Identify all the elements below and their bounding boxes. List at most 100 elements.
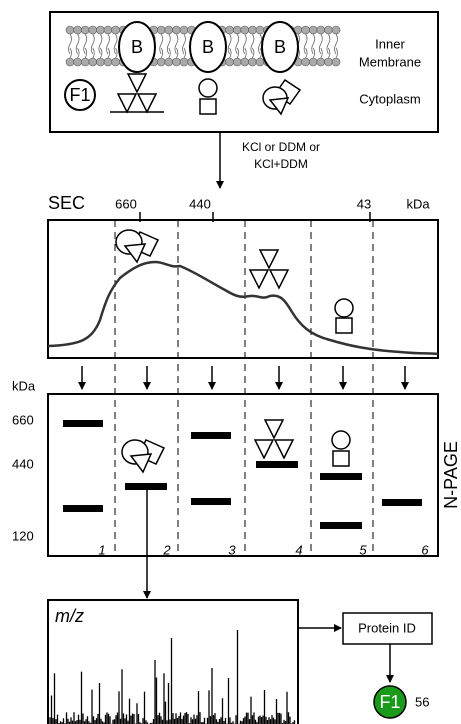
membrane-label: Inner <box>375 36 405 51</box>
b-oval <box>118 21 156 73</box>
gel-box <box>47 393 439 557</box>
f1-label: F1 <box>69 85 90 105</box>
lipid-head <box>73 57 82 67</box>
trimer <box>116 73 158 114</box>
complexes <box>110 73 302 116</box>
band <box>191 432 231 439</box>
lane-label: 3 <box>228 542 236 557</box>
lipid-head <box>88 25 98 35</box>
sec-title: SEC <box>48 193 85 213</box>
lipid-head <box>103 57 113 67</box>
result-label: F1 <box>379 692 400 712</box>
lipid-head <box>225 57 234 67</box>
npage-marker: 660 <box>12 412 34 427</box>
sec-trace <box>47 260 439 356</box>
lipid-head <box>156 57 166 67</box>
lipid-head <box>255 57 265 67</box>
npage-marker: 440 <box>12 456 34 471</box>
band <box>382 499 422 506</box>
b-oval <box>189 21 227 73</box>
lipid-head <box>316 57 326 67</box>
npage-marker: 120 <box>12 528 34 543</box>
sec-marker: 660 <box>115 196 137 211</box>
circle-subunit <box>198 78 218 98</box>
lipid-head <box>324 57 333 67</box>
lipid-head <box>156 25 166 35</box>
b-oval <box>261 21 299 73</box>
lipid-head <box>324 25 333 35</box>
triangle <box>123 243 147 264</box>
f1-circle <box>64 79 96 111</box>
band <box>63 505 103 512</box>
lane-label: 1 <box>98 542 105 557</box>
treatment-label: KCl+DDM <box>254 157 308 171</box>
lipid-head <box>308 57 318 67</box>
gel-complexes <box>121 419 351 474</box>
lipid-head <box>240 57 250 67</box>
band <box>320 522 362 529</box>
lipid-head <box>301 57 310 67</box>
lipid-head <box>88 57 98 67</box>
protein-id-label: Protein ID <box>358 620 416 635</box>
b-subunits: B B B <box>118 21 299 73</box>
ms-spectrum <box>49 630 296 724</box>
band <box>191 498 231 505</box>
lipid-head <box>103 25 113 35</box>
membrane-label: Membrane <box>359 54 421 69</box>
result-circle <box>373 685 407 719</box>
b-label: B <box>131 37 143 57</box>
band <box>125 483 167 490</box>
lipid-head <box>248 25 257 35</box>
result-count: 56 <box>415 694 429 709</box>
circle <box>331 430 351 450</box>
lipid-head <box>248 57 257 67</box>
lane-label: 6 <box>421 542 429 557</box>
lipid-head <box>164 57 174 67</box>
circle <box>334 298 354 318</box>
lipid-head <box>331 25 341 35</box>
trimer <box>253 419 295 460</box>
lipid-head <box>80 25 90 35</box>
lipid-head <box>240 25 250 35</box>
sec-marker: 43 <box>357 196 371 211</box>
sec-box <box>47 219 439 359</box>
lane-labels: 1 2 3 4 5 6 <box>98 542 429 557</box>
treatment-label: KCl or DDM or <box>242 140 320 154</box>
lane-label: 2 <box>162 542 171 557</box>
lipid-head <box>225 25 234 35</box>
fraction-arrows <box>78 366 409 390</box>
lipid-head <box>172 25 181 35</box>
bands <box>63 420 422 529</box>
lipid-head <box>111 57 120 67</box>
lane-label: 5 <box>359 542 367 557</box>
npage-unit: kDa <box>12 378 36 393</box>
ms-axis-label: m/z <box>55 606 84 626</box>
lipid-head <box>316 25 326 35</box>
lipid-head <box>164 25 174 35</box>
lipid-head <box>73 25 82 35</box>
lipid-head <box>232 57 242 67</box>
lipid-head <box>179 25 189 35</box>
npage-title: N-PAGE <box>441 441 461 509</box>
triangle <box>129 453 153 474</box>
band <box>63 420 103 427</box>
lipid-head <box>65 25 75 35</box>
lipid-head <box>331 57 341 67</box>
square <box>332 450 350 467</box>
protein-id-box <box>342 612 433 645</box>
lipid-head <box>80 57 90 67</box>
sec-marker: 440 <box>189 196 211 211</box>
lipid-head <box>96 57 105 67</box>
cytoplasm-label: Cytoplasm <box>359 91 420 106</box>
lipid-head <box>65 57 75 67</box>
b-label: B <box>202 37 214 57</box>
trimer <box>248 249 290 290</box>
membrane-box <box>49 11 439 133</box>
lipid-head <box>301 25 310 35</box>
lipid-head <box>308 25 318 35</box>
square <box>335 317 353 334</box>
fraction-lines <box>114 220 374 556</box>
lipid-head <box>111 25 120 35</box>
